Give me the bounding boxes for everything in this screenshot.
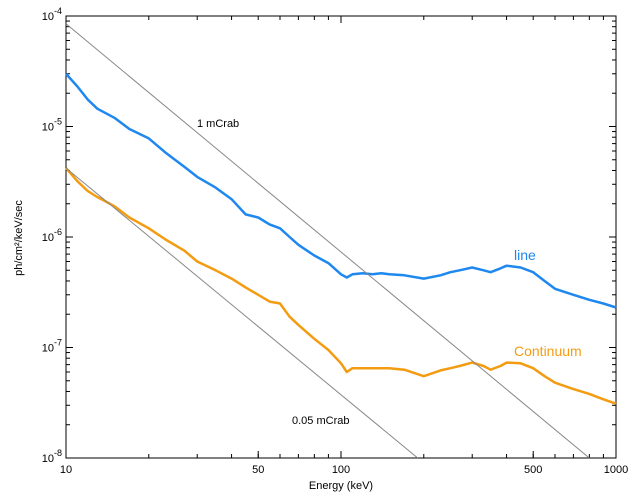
annotation-1mcrab: 1 mCrab bbox=[197, 118, 239, 130]
annotation-continuum: Continuum bbox=[514, 343, 582, 359]
annotation-line: line bbox=[514, 247, 536, 263]
series-layer bbox=[65, 23, 617, 459]
y-tick-label: 10-6 bbox=[42, 227, 62, 244]
y-tick-label: 10-7 bbox=[42, 338, 62, 355]
annotation-0-05mcrab: 0.05 mCrab bbox=[292, 415, 349, 427]
plot-area-frame bbox=[65, 15, 617, 459]
y-axis-ticks: 10-8 10-7 10-6 10-5 10-4 bbox=[42, 6, 616, 465]
x-tick-label: 100 bbox=[332, 464, 350, 476]
x-axis-ticks: 10 50 100 500 1000 bbox=[60, 16, 628, 476]
y-tick-label: 10-8 bbox=[42, 448, 62, 465]
series-1-mcrab bbox=[65, 23, 590, 459]
series-0-05-mcrab bbox=[65, 167, 419, 459]
series-continuum bbox=[65, 167, 617, 405]
x-tick-label: 500 bbox=[524, 464, 542, 476]
y-axis-label: ph/cm²/keV/sec bbox=[13, 200, 25, 276]
series-line bbox=[65, 72, 617, 309]
x-tick-label: 50 bbox=[252, 464, 264, 476]
x-tick-label: 10 bbox=[60, 464, 72, 476]
y-tick-label: 10-4 bbox=[42, 6, 62, 23]
x-axis-label: Energy (keV) bbox=[309, 480, 373, 492]
x-tick-label: 1000 bbox=[604, 464, 628, 476]
y-tick-label: 10-5 bbox=[42, 117, 62, 134]
